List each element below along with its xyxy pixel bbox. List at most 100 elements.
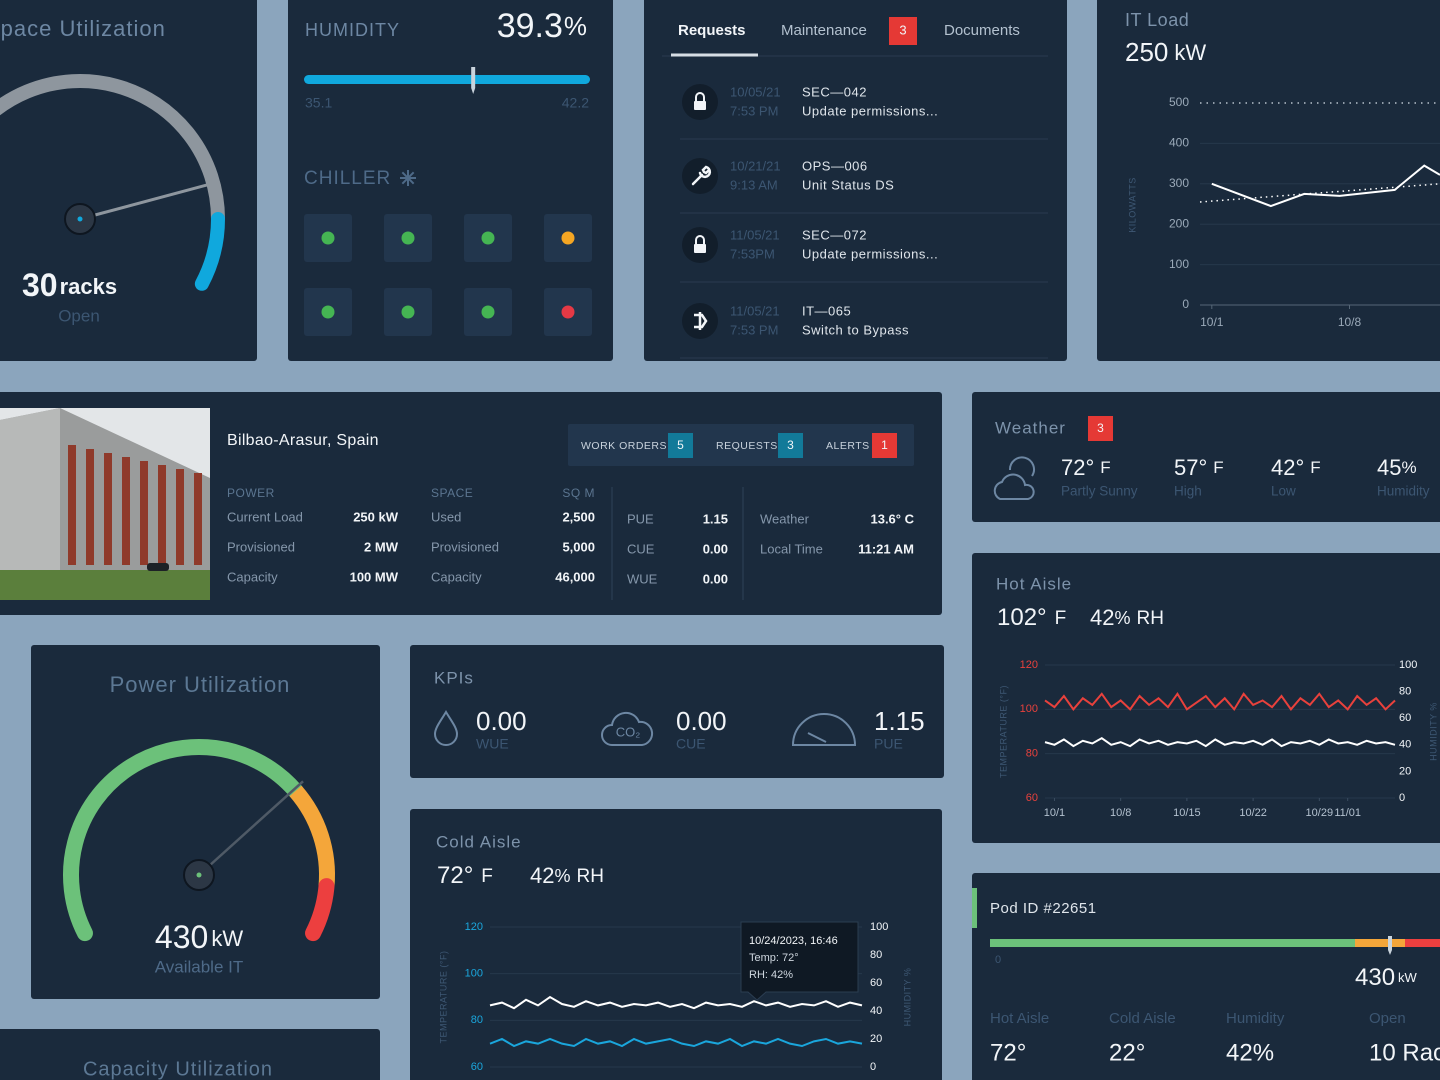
tab[interactable]: Documents [944, 22, 1020, 39]
weather-value-part: 42° [1271, 455, 1304, 480]
y2-tick-label: 0 [1399, 792, 1405, 804]
snowflake-icon [401, 171, 415, 185]
y-tick-label: 200 [1169, 216, 1189, 230]
table-label: Capacity [431, 569, 482, 584]
gauge-hub-dot [77, 216, 83, 222]
aisle-rh-part: RH [577, 866, 604, 887]
table-value: 100 MW [350, 569, 399, 584]
x-tick-label: 10/8 [1338, 315, 1362, 329]
weather-value-part: 57° [1174, 455, 1207, 480]
table-label: Provisioned [431, 539, 499, 554]
kpi-icon-label: CO₂ [616, 724, 641, 739]
weather-badge-count: 3 [1097, 421, 1104, 435]
card-title: KPIs [434, 668, 474, 687]
series-line [489, 1037, 863, 1048]
pod-value-part: kW [1398, 970, 1418, 985]
pod-bar-red [1405, 939, 1440, 947]
request-code: IT—065 [802, 303, 851, 318]
y-tick-label: 60 [1026, 792, 1038, 804]
aisle-temp-part: 72° [437, 862, 473, 889]
bypass-icon [694, 312, 708, 330]
y2-tick-label: 40 [1399, 739, 1411, 751]
pod-bar-orange [1355, 939, 1405, 947]
kpi-icon-gauge [791, 713, 857, 746]
gauge-needle [79, 183, 209, 221]
y-tick-label: 100 [1169, 257, 1189, 271]
kpi-icon-cloud [601, 711, 654, 746]
pod-stat-value: 42% [1226, 1039, 1274, 1066]
y2-axis-label: HUMIDITY % [902, 968, 912, 1027]
y2-tick-label: 60 [1399, 712, 1411, 724]
weather-value: 57° F [1174, 455, 1224, 480]
card [288, 0, 613, 361]
pod-value-part: 430 [1355, 964, 1395, 991]
card-title: Power Utilization [110, 672, 291, 697]
y-axis-label: KILOWATTS [1127, 177, 1137, 233]
table-label: Local Time [760, 541, 823, 556]
site-photo-stripe [122, 457, 130, 565]
badge-count: 1 [881, 438, 888, 452]
request-time: 7:53 PM [730, 322, 778, 337]
y2-axis-label: HUMIDITY % [1428, 702, 1438, 761]
request-code: SEC—042 [802, 84, 867, 99]
kpi-label: PUE [874, 736, 903, 752]
aisle-temp-part: F [481, 866, 493, 887]
weather-icon-cloud [993, 473, 1035, 500]
y2-tick-label: 80 [870, 949, 882, 961]
badge-label[interactable]: ALERTS [826, 440, 870, 452]
y-tick-label: 60 [471, 1061, 483, 1073]
badge-label[interactable]: WORK ORDERS [581, 440, 667, 452]
gauge-track [0, 74, 225, 220]
y2-tick-label: 100 [870, 921, 888, 933]
table-value: 2,500 [562, 509, 595, 524]
pod-stat-label: Humidity [1226, 1010, 1285, 1027]
series-line [1211, 164, 1440, 208]
y-axis-label: TEMPERATURE (°F) [998, 685, 1008, 778]
table-value: 0.00 [703, 571, 728, 586]
badge-count: 3 [787, 438, 794, 452]
request-text: Unit Status DS [802, 177, 894, 192]
pod-bar-green [990, 939, 1355, 947]
aisle-temp: 72° F [437, 862, 493, 889]
tab[interactable]: Requests [678, 22, 746, 39]
power-label: Available IT [155, 957, 244, 976]
request-text: Update permissions... [802, 246, 938, 261]
tab-badge-count: 3 [899, 22, 906, 37]
pod-stat-label: Cold Aisle [1109, 1010, 1176, 1027]
chiller-status [321, 305, 335, 319]
tooltip-text: RH: 42% [749, 969, 793, 981]
pod-stat-value: 22° [1109, 1039, 1145, 1066]
request-date: 10/05/21 [730, 84, 781, 99]
gauge-needle [198, 780, 304, 876]
aisle-rh-part: % [554, 866, 570, 886]
kpi-label: WUE [476, 736, 509, 752]
weather-value-part: % [1401, 458, 1416, 477]
request-date: 11/05/21 [730, 227, 780, 242]
chiller-status [321, 231, 335, 245]
gauge-red [305, 878, 335, 942]
series-line [489, 995, 863, 1010]
aisle-temp-part: 102° [997, 604, 1047, 631]
y2-tick-label: 60 [870, 977, 882, 989]
table-header: SPACE [431, 486, 473, 500]
weather-label: High [1174, 484, 1202, 499]
tab[interactable]: Maintenance [781, 22, 867, 39]
chiller-status [481, 231, 495, 245]
request-text: Switch to Bypass [802, 322, 909, 337]
table-label: WUE [627, 571, 658, 586]
table-value: 46,000 [555, 569, 595, 584]
x-tick-label: 10/8 [1110, 807, 1131, 819]
gauge-green [63, 739, 304, 942]
request-time: 7:53PM [730, 246, 775, 261]
pod-stat-label: Open [1369, 1010, 1406, 1027]
slider-max: 42.2 [562, 95, 589, 111]
card-title: Hot Aisle [996, 574, 1072, 593]
site-photo-car [147, 563, 169, 571]
x-tick-label: 10/29 [1306, 807, 1334, 819]
y2-tick-label: 100 [1399, 659, 1417, 671]
table-value: 0.00 [703, 541, 728, 556]
table-header: SQ M [562, 486, 595, 500]
y-tick-label: 80 [1026, 748, 1038, 760]
badge-label[interactable]: REQUESTS [716, 440, 778, 452]
card [31, 645, 380, 999]
